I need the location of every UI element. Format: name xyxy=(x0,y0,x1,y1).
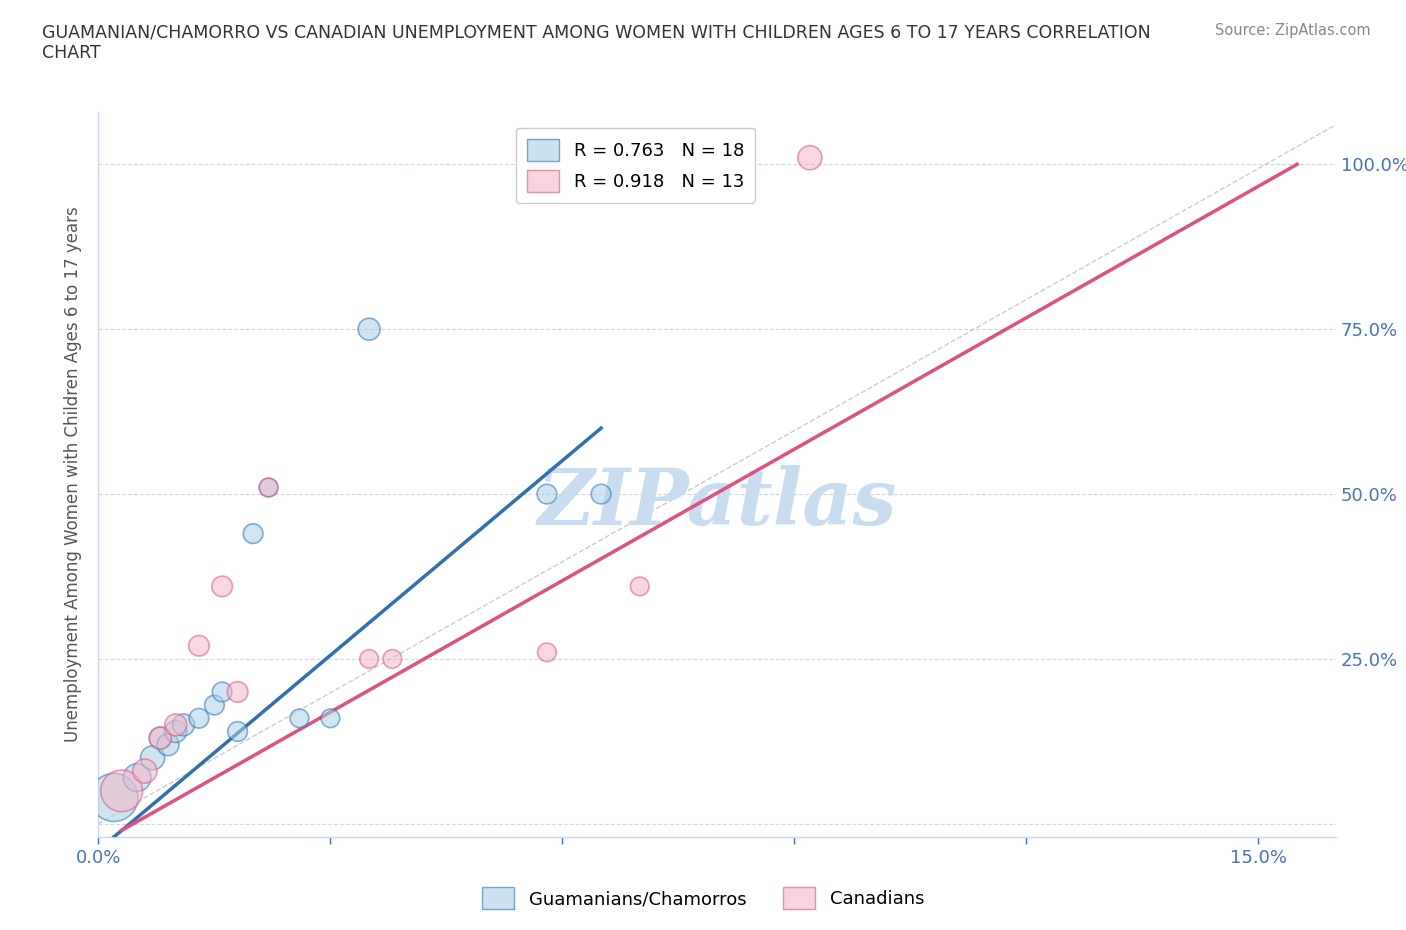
Point xyxy=(188,711,211,725)
Point xyxy=(172,717,194,732)
Point xyxy=(359,322,381,337)
Point xyxy=(204,698,226,712)
Point xyxy=(127,770,149,785)
Point xyxy=(165,717,187,732)
Point xyxy=(211,684,233,699)
Point xyxy=(257,480,280,495)
Point xyxy=(149,731,172,746)
Point xyxy=(134,764,156,778)
Point xyxy=(226,724,249,739)
Point xyxy=(257,480,280,495)
Text: ZIPatlas: ZIPatlas xyxy=(537,465,897,541)
Point xyxy=(188,638,211,653)
Point xyxy=(226,684,249,699)
Text: GUAMANIAN/CHAMORRO VS CANADIAN UNEMPLOYMENT AMONG WOMEN WITH CHILDREN AGES 6 TO : GUAMANIAN/CHAMORRO VS CANADIAN UNEMPLOYM… xyxy=(42,23,1152,62)
Point xyxy=(111,783,134,798)
Legend: R = 0.763   N = 18, R = 0.918   N = 13: R = 0.763 N = 18, R = 0.918 N = 13 xyxy=(516,128,755,203)
Point xyxy=(359,652,381,667)
Point xyxy=(628,579,651,594)
Point xyxy=(149,731,172,746)
Point xyxy=(319,711,342,725)
Y-axis label: Unemployment Among Women with Children Ages 6 to 17 years: Unemployment Among Women with Children A… xyxy=(65,206,83,742)
Point xyxy=(288,711,311,725)
Point xyxy=(536,486,558,501)
Point xyxy=(381,652,404,667)
Point xyxy=(799,151,821,166)
Point xyxy=(242,526,264,541)
Point xyxy=(103,790,125,804)
Text: Source: ZipAtlas.com: Source: ZipAtlas.com xyxy=(1215,23,1371,38)
Legend: Guamanians/Chamorros, Canadians: Guamanians/Chamorros, Canadians xyxy=(475,880,931,916)
Point xyxy=(536,644,558,659)
Point xyxy=(591,486,613,501)
Point xyxy=(165,724,187,739)
Point xyxy=(157,737,180,752)
Point xyxy=(211,579,233,594)
Point xyxy=(142,751,165,765)
